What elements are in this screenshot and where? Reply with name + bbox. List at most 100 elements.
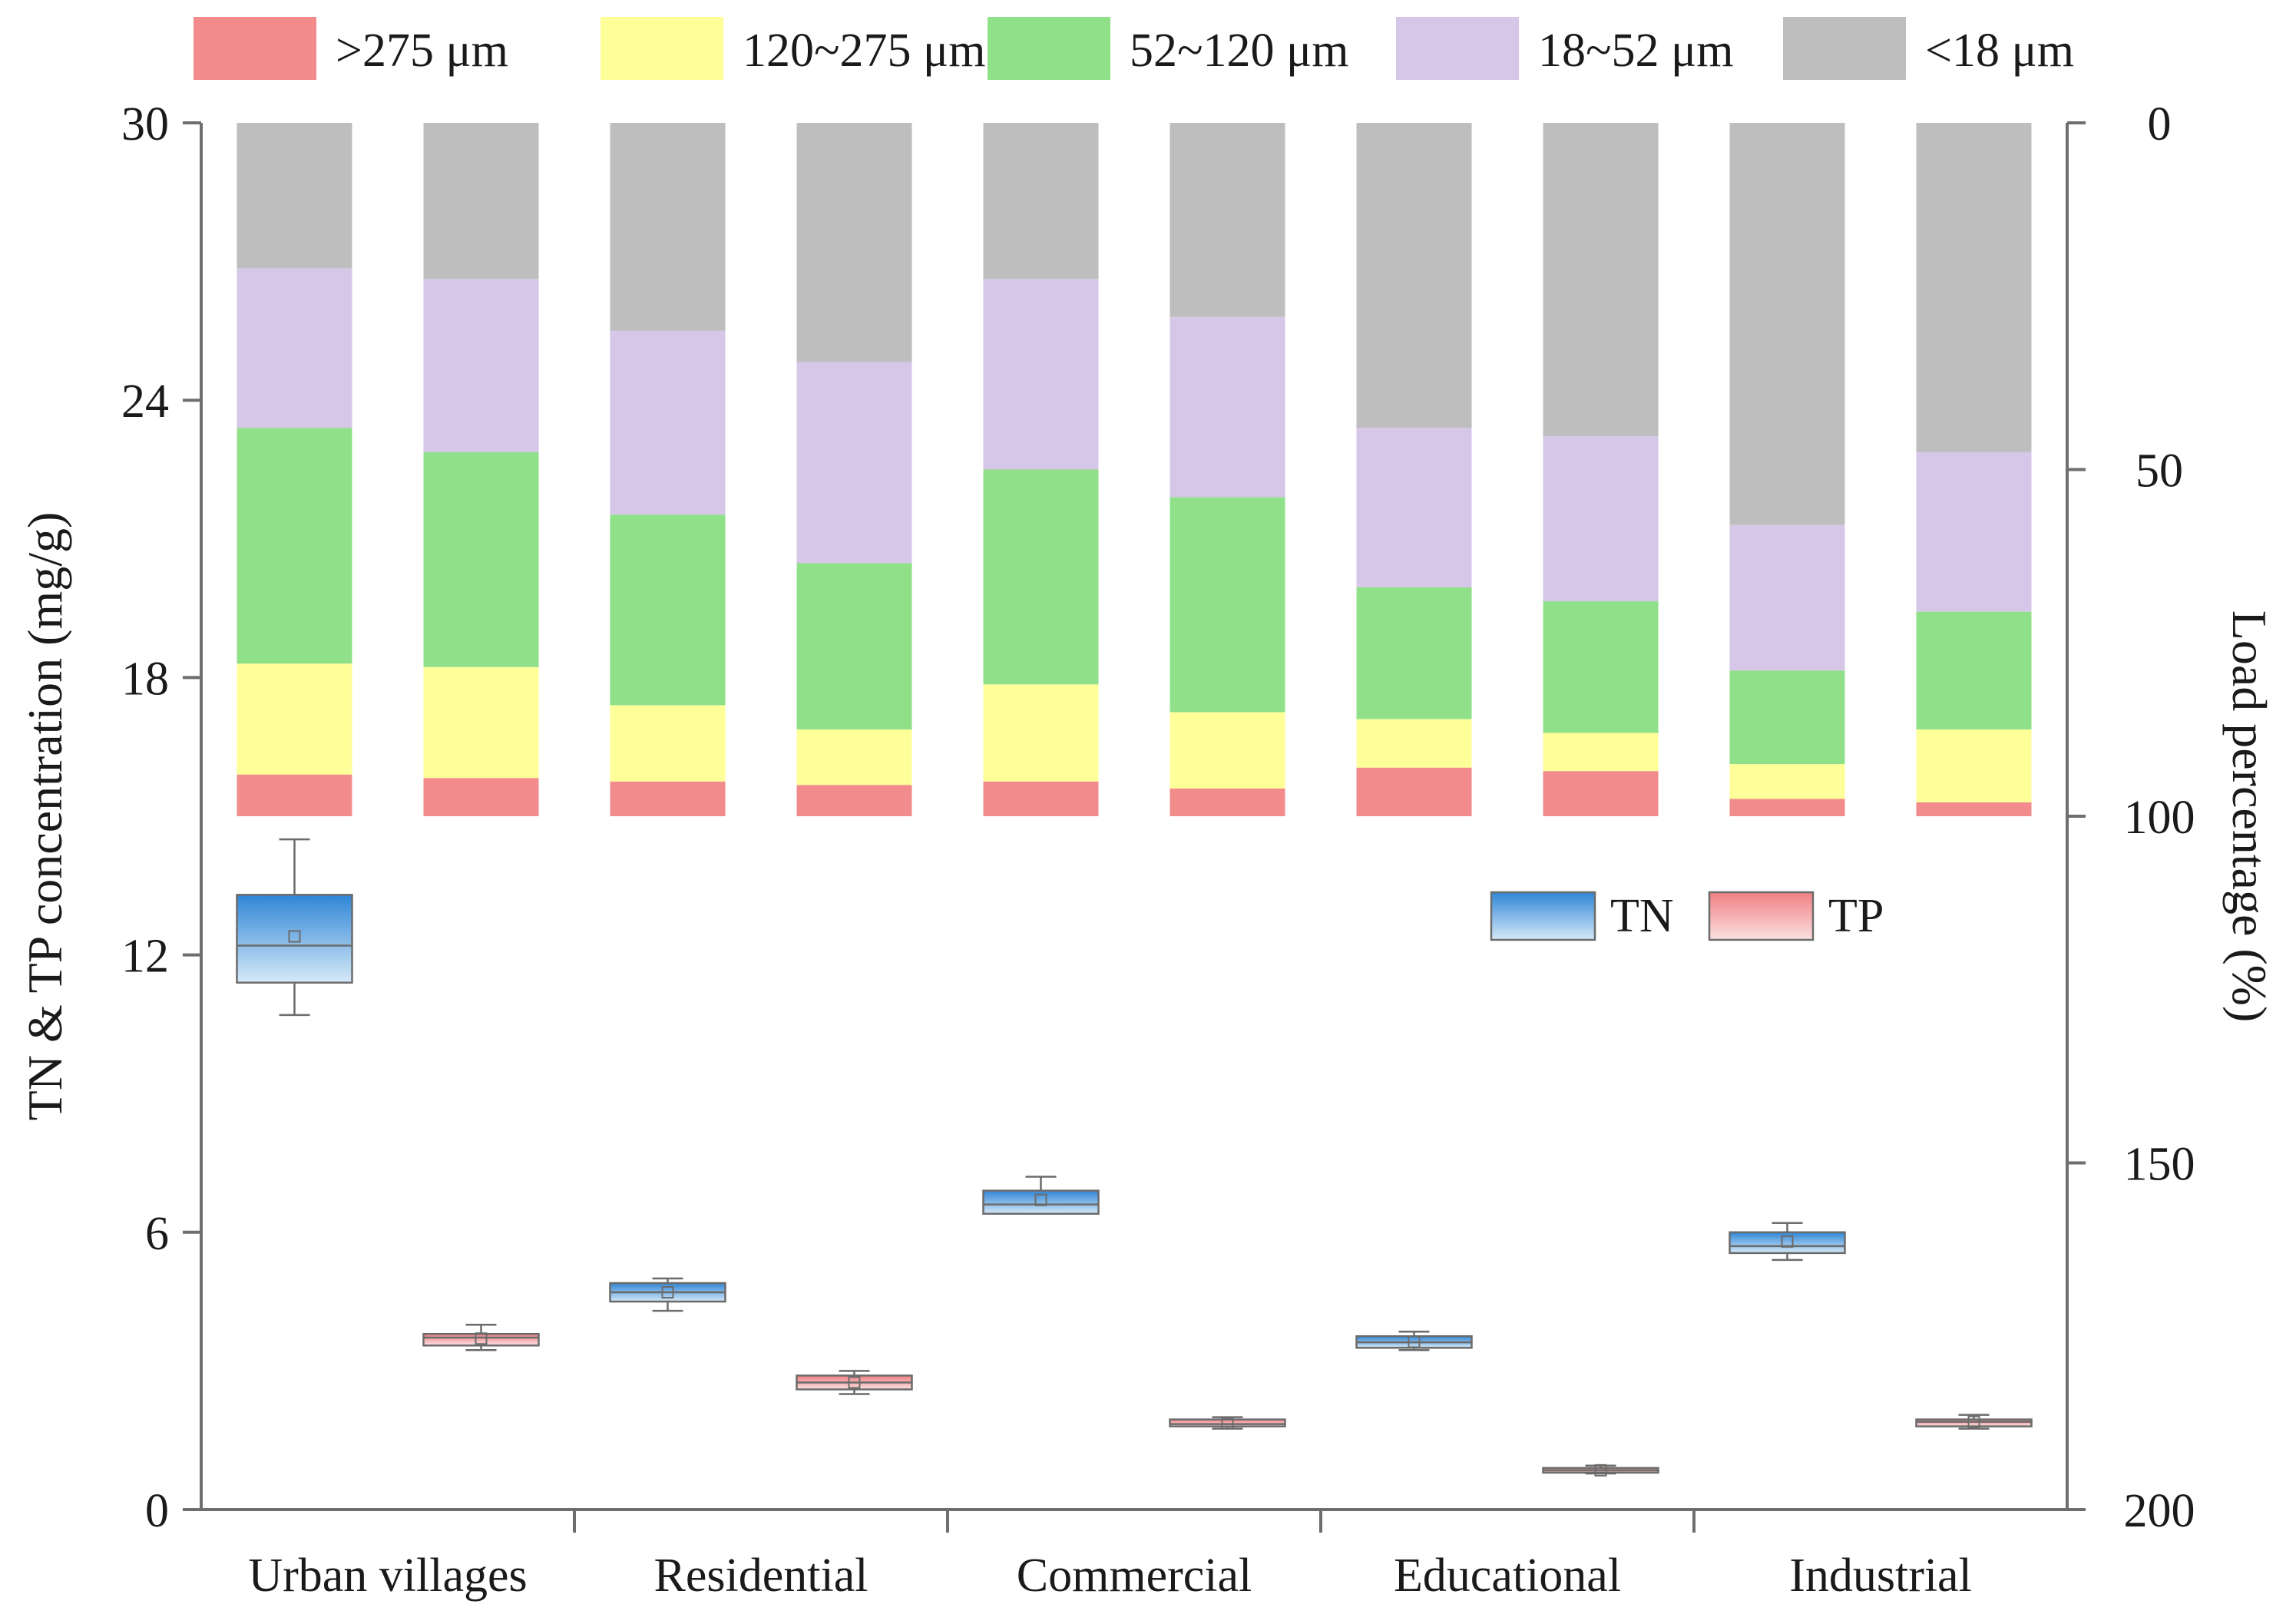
bar-segment bbox=[1170, 316, 1285, 498]
bar-segment bbox=[1170, 712, 1285, 789]
bar-segment bbox=[1916, 802, 2032, 816]
bar-segment bbox=[1916, 611, 2032, 730]
legend-swatch bbox=[600, 17, 723, 80]
bar-segment bbox=[983, 123, 1099, 279]
legend-swatch bbox=[1490, 891, 1596, 941]
bar-segment bbox=[610, 514, 726, 706]
left-tick-label: 0 bbox=[145, 1485, 169, 1537]
bar-segment bbox=[983, 469, 1099, 685]
stacked-bar-6 bbox=[1170, 123, 1285, 816]
bar-segment bbox=[796, 362, 912, 564]
left-tick-label: 30 bbox=[121, 98, 169, 150]
stacked-bar-4 bbox=[796, 123, 912, 816]
bar-segment bbox=[983, 781, 1099, 816]
legend-swatch bbox=[1708, 891, 1815, 941]
left-axis-title: TN & TP concentration (mg/g) bbox=[18, 512, 72, 1121]
boxplot-tn-3 bbox=[609, 1277, 726, 1312]
bar-segment bbox=[1170, 788, 1285, 816]
bar-segment bbox=[1916, 729, 2032, 802]
stacked-bars-layer bbox=[237, 123, 2032, 816]
left-tick-label: 18 bbox=[121, 653, 169, 705]
mean-marker bbox=[848, 1376, 861, 1389]
bar-segment bbox=[423, 666, 539, 779]
x-category-label: Industrial bbox=[1789, 1550, 1972, 1602]
right-tick-label: 200 bbox=[2124, 1485, 2195, 1537]
stacked-bar-9 bbox=[1729, 123, 1845, 816]
bar-segment bbox=[423, 778, 539, 816]
legend-item-size-2: 120~275 μm bbox=[600, 17, 986, 80]
legend-swatch bbox=[1783, 17, 1906, 80]
bar-segment bbox=[1170, 497, 1285, 713]
boxplot-tp-8 bbox=[1542, 1464, 1659, 1477]
boxplot-tn-7 bbox=[1355, 1330, 1473, 1351]
bar-segment bbox=[796, 563, 912, 730]
bar-segment bbox=[1543, 733, 1659, 772]
bar-segment bbox=[610, 781, 726, 816]
legend-layer: >275 μm 120~275 μm 52~120 μm 18~52 μm <18 μm… bbox=[194, 17, 2074, 942]
bar-segment bbox=[237, 663, 352, 775]
stacked-bar-7 bbox=[1356, 123, 1472, 816]
boxplot-tn-9 bbox=[1729, 1222, 1846, 1262]
legend-swatch bbox=[988, 17, 1110, 80]
boxplot-tn-1 bbox=[236, 838, 353, 1017]
bar-segment bbox=[796, 123, 912, 362]
box-iqr bbox=[1169, 1418, 1286, 1427]
left-tick-label: 6 bbox=[145, 1208, 169, 1260]
bar-segment bbox=[1356, 587, 1472, 719]
legend-item-tn: TN bbox=[1490, 890, 1674, 942]
stacked-bar-3 bbox=[610, 123, 726, 816]
bar-segment bbox=[1916, 451, 2032, 612]
bar-segment bbox=[1356, 767, 1472, 816]
bar-segment bbox=[237, 123, 352, 269]
bar-segment bbox=[237, 428, 352, 664]
left-tick-label: 12 bbox=[121, 931, 169, 983]
legend-item-tp: TP bbox=[1708, 890, 1884, 942]
right-tick-label: 150 bbox=[2124, 1139, 2195, 1191]
bar-segment bbox=[796, 785, 912, 816]
bar-segment bbox=[1543, 436, 1659, 602]
legend-item-size-5: <18 μm bbox=[1783, 17, 2074, 80]
mean-marker bbox=[661, 1286, 674, 1299]
bar-segment bbox=[1356, 123, 1472, 428]
bar-segment bbox=[1729, 764, 1845, 799]
bar-segment bbox=[983, 684, 1099, 782]
boxplot-tp-2 bbox=[422, 1323, 540, 1351]
bar-segment bbox=[796, 729, 912, 786]
legend-label: 18~52 μm bbox=[1538, 25, 1734, 77]
bar-segment bbox=[1729, 123, 1845, 525]
x-category-label: Commercial bbox=[1017, 1550, 1252, 1602]
mean-marker bbox=[1781, 1235, 1794, 1248]
bar-segment bbox=[1543, 771, 1659, 816]
stacked-bar-2 bbox=[423, 123, 539, 816]
legend-item-size-3: 52~120 μm bbox=[988, 17, 1349, 80]
mean-marker bbox=[1221, 1417, 1234, 1430]
bar-segment bbox=[1543, 123, 1659, 437]
bar-segment bbox=[1356, 428, 1472, 588]
bar-segment bbox=[610, 123, 726, 331]
bar-segment bbox=[610, 330, 726, 515]
boxplot-tp-6 bbox=[1169, 1416, 1286, 1430]
bar-segment bbox=[1729, 524, 1845, 671]
legend-label: <18 μm bbox=[1925, 25, 2074, 77]
bar-segment bbox=[423, 451, 539, 667]
x-category-label: Urban villages bbox=[248, 1550, 527, 1602]
boxplot-tp-4 bbox=[796, 1370, 913, 1395]
bar-segment bbox=[1916, 123, 2032, 452]
bar-segment bbox=[1356, 719, 1472, 768]
right-tick-label: 0 bbox=[2148, 98, 2172, 150]
legend-label: TN bbox=[1610, 890, 1674, 942]
box-iqr bbox=[982, 1189, 1100, 1215]
stacked-bar-10 bbox=[1916, 123, 2032, 816]
bar-segment bbox=[610, 705, 726, 782]
legend-item-size-1: >275 μm bbox=[194, 17, 508, 80]
legend-label: >275 μm bbox=[336, 25, 508, 77]
legend-swatch bbox=[194, 17, 316, 80]
legend-label: 120~275 μm bbox=[743, 25, 986, 77]
left-tick-label: 24 bbox=[121, 375, 169, 428]
right-axis-title: Load percentage (%) bbox=[2222, 610, 2277, 1023]
bar-segment bbox=[423, 123, 539, 279]
right-tick-label: 50 bbox=[2136, 445, 2183, 498]
bar-segment bbox=[237, 268, 352, 428]
